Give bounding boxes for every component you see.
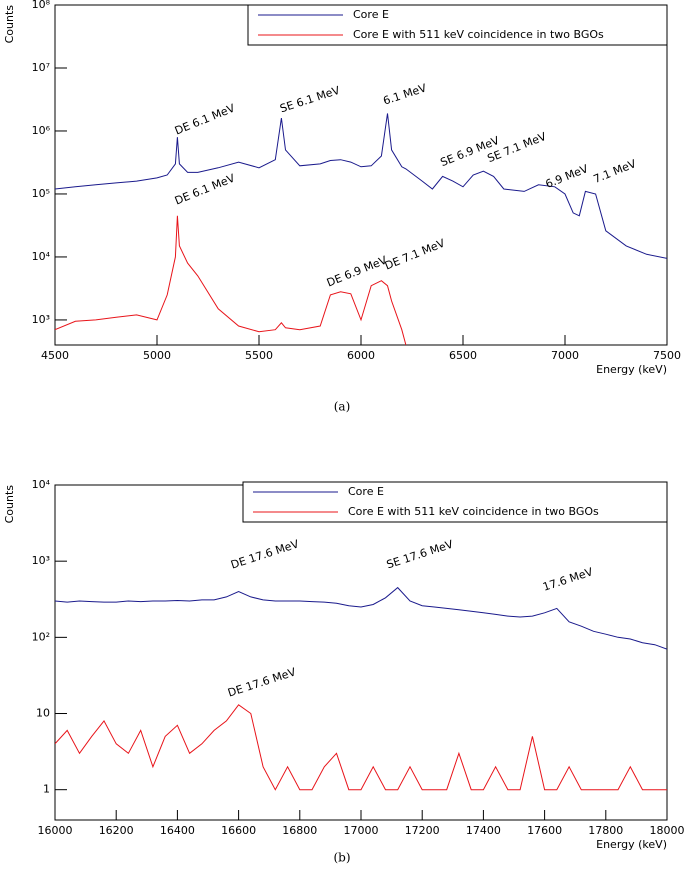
annotation: DE 7.1 MeV — [383, 236, 447, 272]
caption: (a) — [334, 400, 351, 414]
y-axis-label: Counts — [3, 5, 16, 44]
x-tick-label: 16000 — [38, 824, 73, 837]
y-tick-label: 10⁶ — [32, 124, 51, 137]
y-tick-label: 10⁸ — [32, 0, 51, 11]
x-tick-label: 6500 — [449, 349, 477, 362]
y-tick-label: 10² — [32, 630, 50, 643]
legend-label: Core E — [353, 8, 389, 21]
y-tick-label: 10⁷ — [32, 61, 50, 74]
chart: 1 10 10² 10³ 10⁴ 16000 16200 16400 16600 16800 170… — [3, 478, 685, 865]
x-tick-label: 18000 — [650, 824, 685, 837]
x-tick-label: 17200 — [405, 824, 440, 837]
series-line — [55, 586, 667, 650]
y-tick-label: 10 — [36, 707, 50, 720]
y-axis-label: Counts — [3, 485, 16, 524]
plot-frame — [54, 484, 668, 821]
legend-label: Core E — [348, 485, 384, 498]
x-axis-label: Energy (keV) — [596, 363, 667, 376]
chart: 10³ 10⁴ 10⁵ 10⁶ 10⁷ 10⁸ 4500 5000 5500 6000 6500 70… — [3, 0, 681, 414]
series-line — [55, 215, 407, 345]
y-tick-label: 10⁴ — [32, 250, 51, 263]
series-line — [55, 704, 667, 791]
x-tick-label: 6000 — [347, 349, 375, 362]
x-axis-label: Energy (keV) — [596, 838, 667, 851]
y-tick-label: 10³ — [32, 554, 50, 567]
series-line — [55, 113, 667, 259]
annotation: 6.9 MeV — [544, 162, 591, 191]
x-tick-label: 7500 — [653, 349, 681, 362]
annotation: 17.6 MeV — [541, 565, 595, 594]
x-tick-label: 4500 — [41, 349, 69, 362]
annotation: 7.1 MeV — [592, 157, 639, 186]
annotation: DE 17.6 MeV — [229, 537, 301, 571]
annotation: DE 6.9 MeV — [325, 253, 389, 289]
x-tick-label: 17600 — [527, 824, 562, 837]
annotation: 6.1 MeV — [382, 81, 429, 107]
annotation: DE 6.1 MeV — [173, 101, 237, 137]
legend-box — [242, 481, 668, 523]
annotation: SE 6.1 MeV — [278, 84, 342, 116]
y-tick-label: 10⁵ — [32, 187, 50, 200]
x-tick-label: 16800 — [282, 824, 317, 837]
legend-label: Core E with 511 keV coincidence in two B… — [353, 28, 604, 41]
y-tick-label: 10³ — [32, 313, 50, 326]
annotation: DE 17.6 MeV — [226, 665, 298, 699]
legend-box — [247, 4, 668, 46]
y-tick-label: 10⁴ — [32, 478, 51, 491]
x-tick-label: 17000 — [344, 824, 379, 837]
x-tick-label: 5000 — [143, 349, 171, 362]
x-tick-label: 16200 — [99, 824, 134, 837]
x-tick-label: 17800 — [588, 824, 623, 837]
x-tick-label: 16400 — [160, 824, 195, 837]
x-tick-label: 16600 — [221, 824, 256, 837]
y-tick-label: 1 — [43, 783, 50, 796]
x-tick-label: 5500 — [245, 349, 273, 362]
annotation: DE 6.1 MeV — [173, 171, 237, 207]
x-tick-label: 17400 — [466, 824, 501, 837]
caption: (b) — [333, 851, 350, 865]
legend-label: Core E with 511 keV coincidence in two B… — [348, 505, 599, 518]
annotation: SE 17.6 MeV — [385, 538, 455, 572]
x-tick-label: 7000 — [551, 349, 579, 362]
